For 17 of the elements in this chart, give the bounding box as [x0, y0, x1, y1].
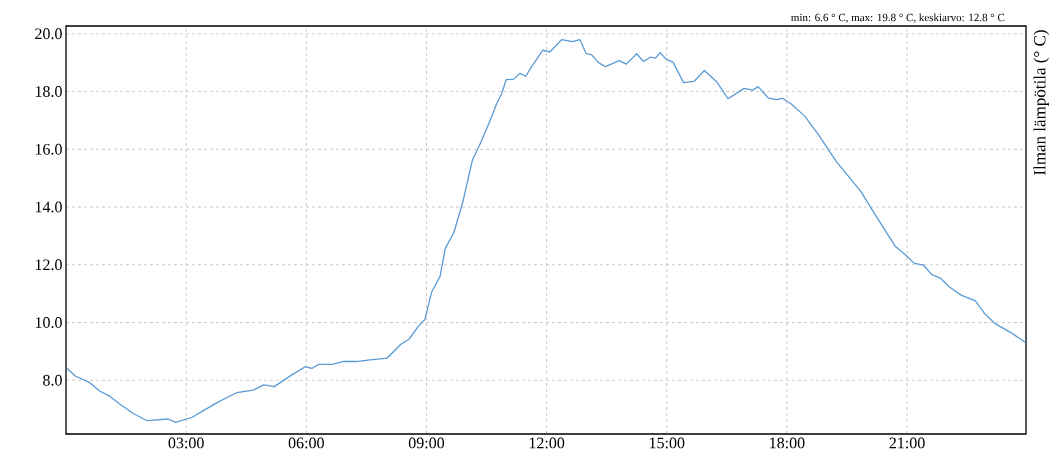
- y-tick-label: 18.0: [35, 86, 62, 97]
- y-tick-label: 10.0: [35, 317, 62, 328]
- y-tick-label: 20.0: [35, 28, 62, 40]
- y-tick-label: 8.0: [43, 374, 62, 386]
- y-tick-label: 16.0: [35, 143, 62, 155]
- x-tick-label: 12:00: [529, 437, 565, 449]
- y-tick-label: 14.0: [35, 201, 62, 213]
- x-tick-label: 03:00: [168, 437, 204, 449]
- line-series: [66, 38, 1027, 424]
- y-tick-label: 12.0: [35, 259, 62, 271]
- text: min: 6.6 ° C, max: 19.8 ° C, keskiarvo: 12.8 ° C: [791, 13, 1005, 23]
- x-tick-label: 15:00: [649, 437, 685, 449]
- x-tick-label: 06:00: [288, 437, 324, 449]
- x-tick-label: 21:00: [889, 437, 925, 449]
- y-axis-title: Ilman lämpötila (° C): [1033, 30, 1049, 175]
- x-tick-label: 09:00: [408, 437, 445, 449]
- x-tick-label: 18:00: [770, 437, 805, 449]
